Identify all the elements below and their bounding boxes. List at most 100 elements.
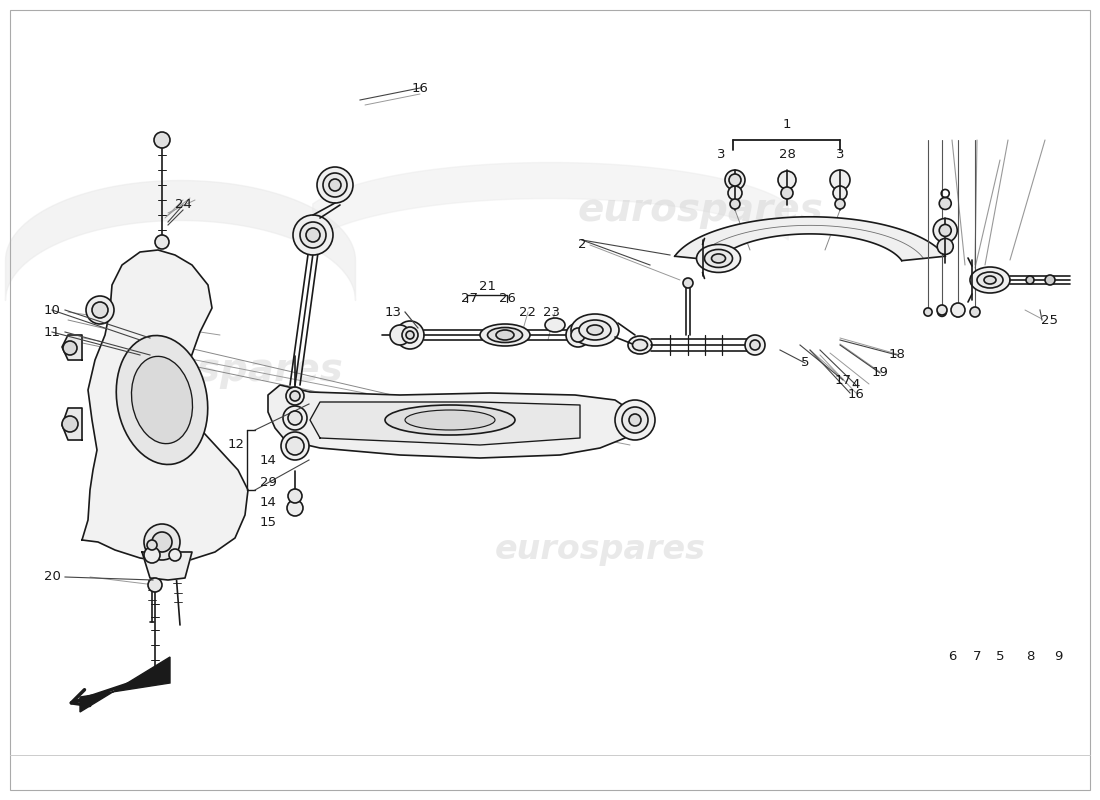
Text: 24: 24 [175, 198, 191, 211]
Circle shape [148, 578, 162, 592]
Circle shape [1026, 276, 1034, 284]
Text: 10: 10 [44, 303, 60, 317]
Text: 16: 16 [411, 82, 428, 94]
Circle shape [390, 325, 410, 345]
Circle shape [290, 391, 300, 401]
Circle shape [629, 414, 641, 426]
Polygon shape [142, 552, 192, 580]
Circle shape [621, 407, 648, 433]
Polygon shape [62, 408, 82, 440]
Text: 14: 14 [260, 497, 276, 510]
Circle shape [1045, 275, 1055, 285]
Ellipse shape [544, 318, 565, 332]
Circle shape [939, 225, 952, 237]
Circle shape [937, 238, 954, 254]
Circle shape [406, 331, 414, 339]
Text: 14: 14 [260, 454, 276, 466]
Circle shape [323, 173, 346, 197]
Text: 26: 26 [498, 291, 516, 305]
Ellipse shape [984, 276, 996, 284]
Text: 23: 23 [543, 306, 561, 318]
Text: 9: 9 [1054, 650, 1063, 663]
Circle shape [830, 170, 850, 190]
Circle shape [86, 296, 114, 324]
Polygon shape [674, 217, 945, 261]
Ellipse shape [385, 405, 515, 435]
Circle shape [571, 328, 585, 342]
Text: 17: 17 [835, 374, 851, 386]
Circle shape [835, 199, 845, 209]
Text: 11: 11 [44, 326, 60, 338]
Circle shape [939, 198, 952, 210]
Ellipse shape [628, 336, 652, 354]
Circle shape [62, 416, 78, 432]
Text: 28: 28 [779, 149, 795, 162]
Circle shape [833, 186, 847, 200]
Text: 2: 2 [578, 238, 586, 251]
Circle shape [306, 228, 320, 242]
Ellipse shape [587, 325, 603, 335]
Ellipse shape [704, 250, 733, 267]
Circle shape [288, 411, 302, 425]
Circle shape [144, 524, 180, 560]
Text: 29: 29 [260, 477, 276, 490]
Polygon shape [80, 657, 170, 712]
Text: 4: 4 [851, 378, 860, 391]
Ellipse shape [117, 335, 208, 465]
Text: 5: 5 [801, 357, 810, 370]
Circle shape [286, 437, 304, 455]
Ellipse shape [132, 356, 192, 444]
Circle shape [92, 302, 108, 318]
Circle shape [970, 307, 980, 317]
Text: 6: 6 [948, 650, 956, 663]
Text: 22: 22 [519, 306, 537, 318]
Circle shape [155, 235, 169, 249]
Circle shape [745, 335, 764, 355]
Text: 15: 15 [260, 517, 276, 530]
Circle shape [750, 340, 760, 350]
Polygon shape [82, 250, 248, 562]
Ellipse shape [712, 254, 726, 263]
Circle shape [286, 387, 304, 405]
Text: 21: 21 [478, 281, 495, 294]
Text: eurospares: eurospares [578, 191, 823, 229]
Polygon shape [268, 385, 635, 458]
Ellipse shape [405, 410, 495, 430]
Text: 18: 18 [889, 349, 905, 362]
Ellipse shape [571, 314, 619, 346]
Text: 16: 16 [848, 387, 865, 401]
Circle shape [683, 278, 693, 288]
Circle shape [566, 323, 590, 347]
Text: 8: 8 [1026, 650, 1034, 663]
Text: 25: 25 [1042, 314, 1058, 326]
Circle shape [287, 500, 303, 516]
Circle shape [729, 174, 741, 186]
Text: eurospares: eurospares [97, 351, 343, 389]
Circle shape [152, 532, 172, 552]
Circle shape [615, 400, 654, 440]
Text: 27: 27 [462, 291, 478, 305]
Circle shape [280, 432, 309, 460]
Text: eurospares: eurospares [495, 534, 705, 566]
Circle shape [300, 222, 326, 248]
Circle shape [293, 215, 333, 255]
Text: 5: 5 [996, 650, 1004, 663]
Text: 12: 12 [228, 438, 244, 451]
Circle shape [778, 171, 796, 189]
Ellipse shape [696, 245, 740, 273]
Circle shape [317, 167, 353, 203]
Circle shape [924, 308, 932, 316]
Circle shape [952, 303, 965, 317]
Text: 3: 3 [836, 149, 845, 162]
Text: 19: 19 [871, 366, 889, 379]
Ellipse shape [977, 272, 1003, 288]
Circle shape [402, 327, 418, 343]
Circle shape [937, 308, 946, 316]
Circle shape [954, 307, 962, 317]
Circle shape [63, 341, 77, 355]
Circle shape [288, 489, 302, 503]
Circle shape [147, 540, 157, 550]
Text: 13: 13 [385, 306, 402, 318]
Circle shape [329, 179, 341, 191]
Circle shape [154, 132, 170, 148]
